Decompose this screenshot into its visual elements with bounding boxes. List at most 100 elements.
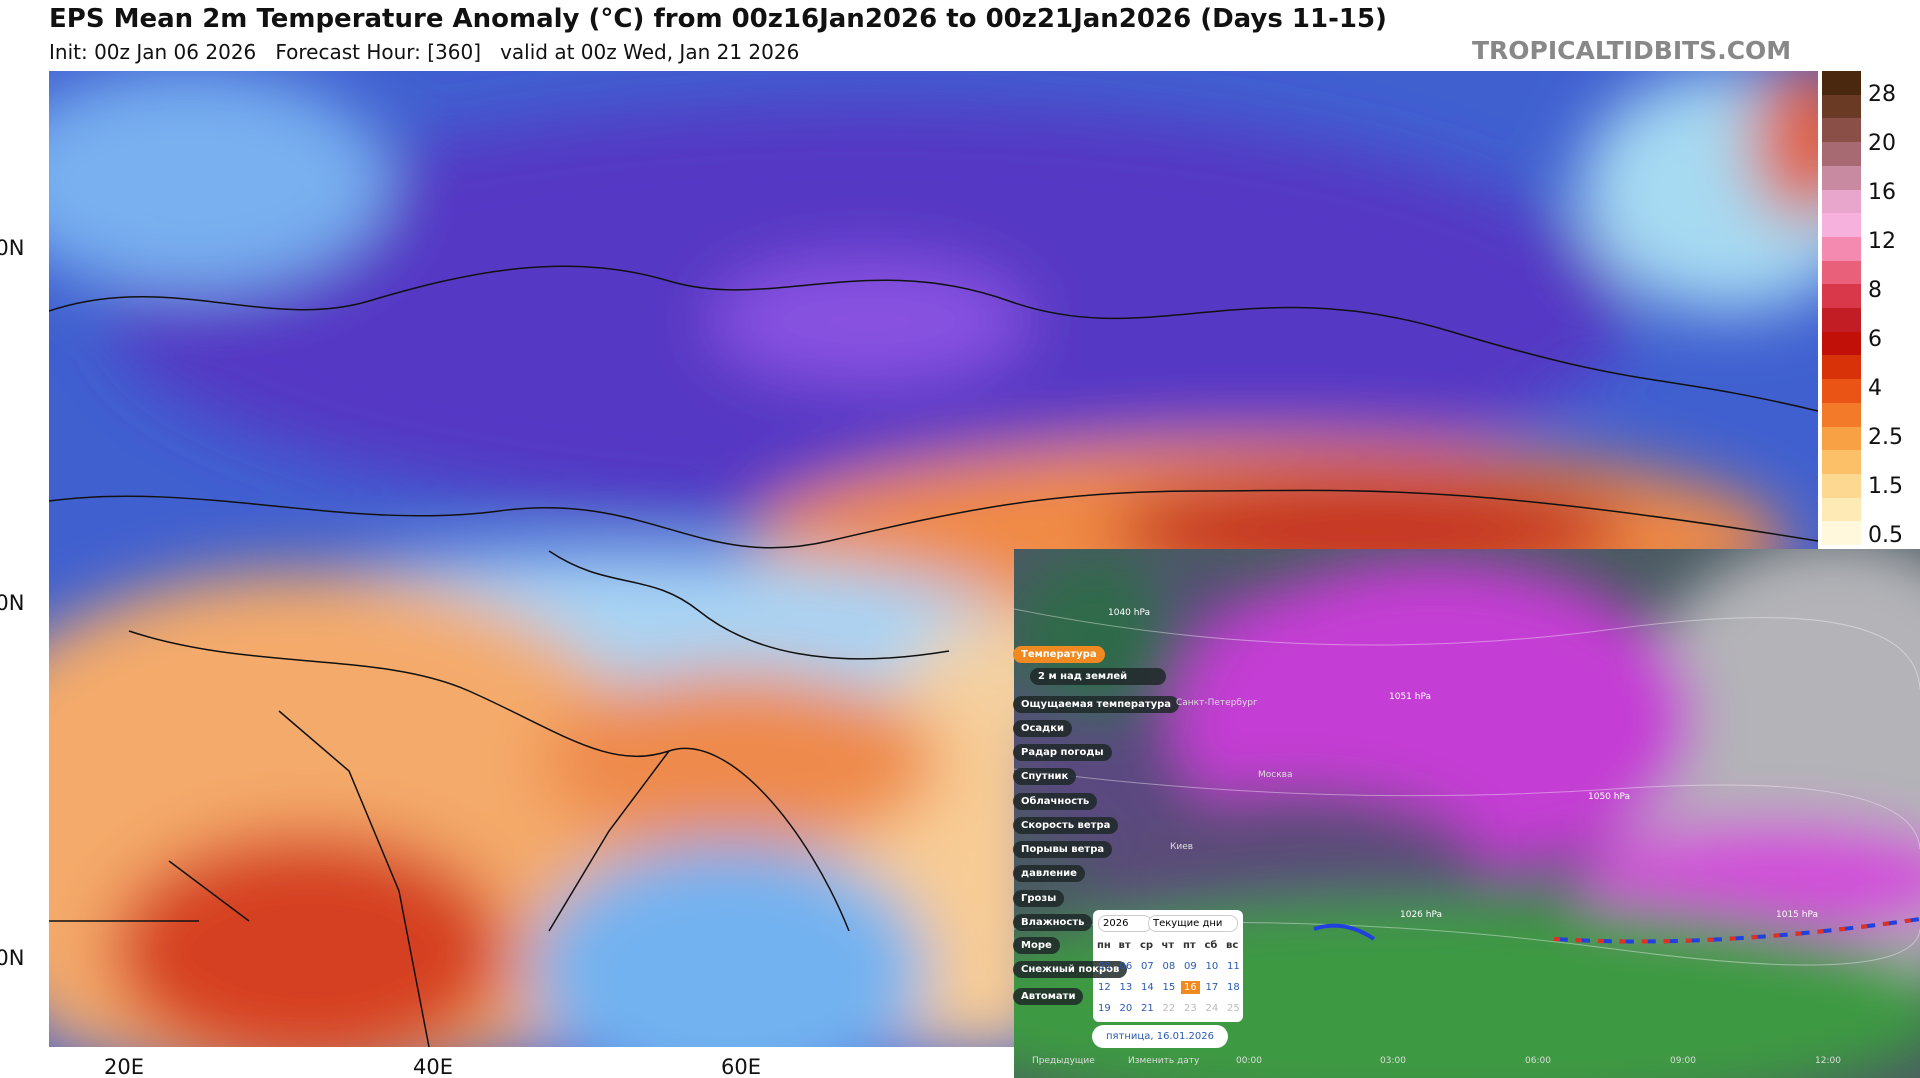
colorbar-swatch — [1822, 284, 1861, 309]
calendar-day[interactable]: 18 — [1227, 982, 1240, 993]
colorbar-label: 20 — [1868, 131, 1896, 156]
colorbar-label: 0.5 — [1868, 523, 1903, 548]
colorbar-label: 1.5 — [1868, 474, 1903, 499]
calendar-day[interactable]: 12 — [1098, 982, 1111, 993]
calendar-day[interactable]: 07 — [1141, 961, 1154, 972]
colorbar-swatch — [1822, 450, 1861, 475]
lon-label: 60E — [721, 1055, 761, 1078]
calendar-day[interactable]: 20 — [1119, 1003, 1133, 1014]
lon-label: 40E — [413, 1055, 453, 1078]
menu-item[interactable]: Осадки — [1013, 720, 1073, 737]
pressure-label: 1050 hPa — [1588, 792, 1631, 802]
colorbar-swatch — [1822, 118, 1861, 143]
colorbar-swatch — [1822, 165, 1861, 190]
calendar-day[interactable]: 23 — [1184, 1003, 1197, 1014]
colorbar-label: 4 — [1868, 376, 1882, 401]
mode-select[interactable]: Текущие дни — [1148, 915, 1238, 932]
colorbar-swatch — [1822, 94, 1861, 119]
colorbar-swatch — [1822, 426, 1861, 451]
colorbar — [1822, 71, 1861, 546]
menu-item[interactable]: Спутник — [1013, 768, 1077, 785]
menu-item[interactable]: Грозы — [1013, 890, 1065, 907]
calendar-day[interactable]: 21 — [1141, 1003, 1154, 1014]
calendar-day[interactable]: 19 — [1098, 1003, 1111, 1014]
colorbar-label: 2.5 — [1868, 425, 1903, 450]
weekday: ср — [1140, 940, 1154, 951]
menu-item[interactable]: Радар погоды — [1013, 744, 1112, 761]
colorbar-label: 28 — [1868, 82, 1896, 107]
colorbar-label: 6 — [1868, 327, 1882, 352]
time-label: 00:00 — [1236, 1056, 1262, 1066]
menu-item[interactable]: Температура — [1013, 646, 1105, 663]
time-label: 12:00 — [1815, 1056, 1841, 1066]
colorbar-swatch — [1822, 402, 1861, 427]
calendar-day[interactable]: 08 — [1162, 961, 1176, 972]
calendar-day[interactable]: 16 — [1181, 981, 1200, 994]
colorbar-swatch — [1822, 497, 1861, 522]
menu-item[interactable]: Море — [1013, 937, 1060, 954]
lon-label: 20E — [104, 1055, 144, 1078]
colorbar-swatch — [1822, 379, 1861, 404]
calendar-day[interactable]: 05 — [1098, 961, 1111, 972]
colorbar-swatch — [1822, 213, 1861, 238]
lat-label: 60N — [0, 236, 25, 260]
prev-label: Предыдущие — [1032, 1056, 1095, 1066]
colorbar-swatch — [1822, 236, 1861, 262]
city-label: Санкт-Петербург — [1176, 698, 1258, 708]
pressure-label: 1040 hPa — [1108, 608, 1151, 618]
menu-item[interactable]: давление — [1013, 865, 1085, 882]
menu-item[interactable]: Ощущаемая температура — [1013, 696, 1180, 713]
calendar-day[interactable]: 14 — [1141, 982, 1154, 993]
colorbar-label: 16 — [1868, 180, 1896, 205]
menu-item[interactable]: Скорость ветра — [1013, 817, 1119, 834]
change-label: Изменить дату — [1128, 1056, 1200, 1066]
colorbar-swatch — [1822, 521, 1861, 546]
year-select[interactable]: 2026 — [1098, 915, 1152, 932]
subtitle: Init: 00z Jan 06 2026 Forecast Hour: [36… — [49, 40, 800, 64]
menu-item[interactable]: Облачность — [1013, 793, 1098, 810]
weekday: сб — [1204, 940, 1218, 951]
weekday: вт — [1118, 940, 1131, 951]
date-button[interactable]: пятница, 16.01.2026 — [1092, 1025, 1228, 1048]
colorbar-swatch — [1822, 142, 1861, 167]
calendar-day[interactable]: 10 — [1205, 961, 1219, 972]
menu-item[interactable]: 2 м над землей — [1030, 668, 1166, 685]
calendar-day[interactable]: 09 — [1184, 961, 1197, 972]
colorbar-swatch — [1822, 71, 1861, 96]
time-label: 03:00 — [1380, 1056, 1406, 1066]
calendar-day[interactable]: 17 — [1205, 982, 1219, 993]
pressure-label: 1026 hPa — [1400, 910, 1443, 920]
title: EPS Mean 2m Temperature Anomaly (°C) fro… — [49, 4, 1387, 34]
city-label: Киев — [1170, 842, 1194, 852]
colorbar-swatch — [1822, 331, 1861, 356]
colorbar-swatch — [1822, 260, 1861, 285]
calendar-day[interactable]: 24 — [1205, 1003, 1219, 1014]
menu-item[interactable]: Влажность — [1013, 914, 1093, 931]
time-label: 09:00 — [1670, 1056, 1696, 1066]
calendar-day[interactable]: 11 — [1227, 961, 1240, 972]
city-label: Москва — [1258, 770, 1293, 780]
colorbar-swatch — [1822, 189, 1861, 214]
time-label: 06:00 — [1525, 1056, 1551, 1066]
colorbar-swatch — [1822, 473, 1861, 499]
pressure-label: 1015 hPa — [1776, 910, 1819, 920]
weekday: чт — [1161, 940, 1175, 951]
weekday: вс — [1226, 940, 1239, 951]
weekday: пт — [1183, 940, 1196, 951]
calendar-day[interactable]: 25 — [1227, 1003, 1240, 1014]
colorbar-label: 12 — [1868, 229, 1896, 254]
calendar-day[interactable]: 15 — [1162, 982, 1176, 993]
calendar-day[interactable]: 13 — [1119, 982, 1133, 993]
menu-item[interactable]: Порывы ветра — [1013, 841, 1113, 858]
colorbar-label: 8 — [1868, 278, 1882, 303]
menu-item[interactable]: Автомати — [1013, 988, 1084, 1005]
menu-item[interactable]: Снежный покров — [1013, 961, 1128, 978]
pressure-label: 1051 hPa — [1389, 692, 1432, 702]
lat-label: 20N — [0, 946, 25, 970]
weekday: пн — [1097, 940, 1111, 951]
calendar-day[interactable]: 22 — [1162, 1003, 1176, 1014]
credit: TROPICALTIDBITS.COM — [1472, 36, 1792, 65]
calendar-day[interactable]: 06 — [1119, 961, 1133, 972]
colorbar-swatch — [1822, 308, 1861, 333]
